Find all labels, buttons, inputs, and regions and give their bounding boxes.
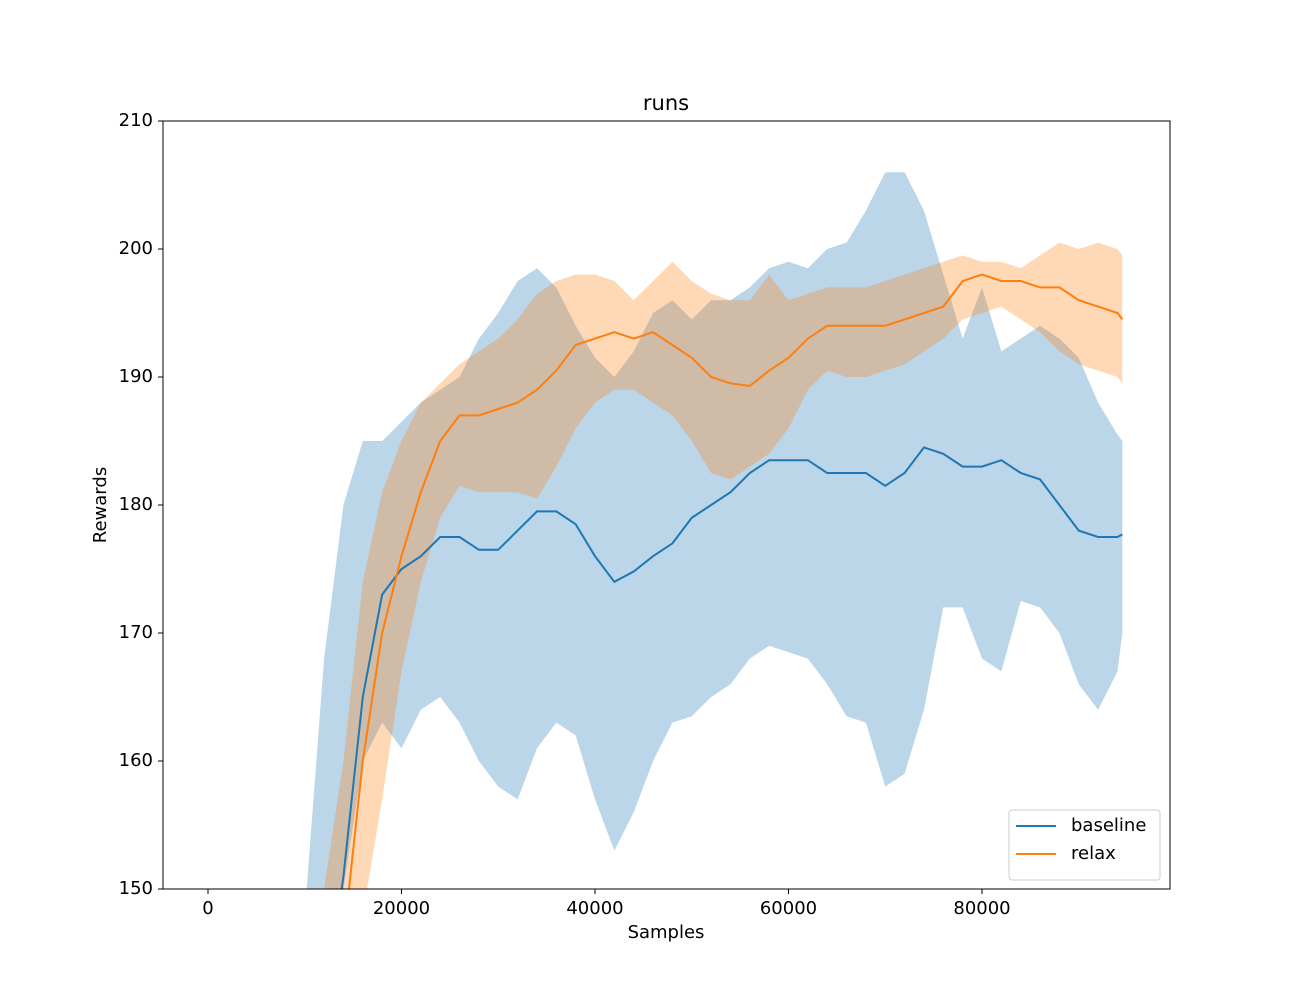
y-tick-label: 170: [119, 622, 153, 643]
confidence-band: [306, 172, 1123, 889]
bands: [306, 172, 1123, 889]
y-tick-label: 200: [119, 238, 153, 259]
y-tick-label: 180: [119, 494, 153, 515]
x-axis-label: Samples: [628, 922, 705, 943]
x-tick-label: 20000: [373, 898, 430, 919]
chart-title: runs: [643, 91, 689, 115]
x-tick-label: 40000: [566, 898, 623, 919]
series-line: [340, 446, 1123, 889]
legend-box: [1008, 809, 1161, 881]
series-line: [347, 273, 1124, 889]
x-tick-label: 0: [202, 898, 213, 919]
y-tick-label: 150: [119, 878, 153, 899]
y-tick-label: 160: [119, 750, 153, 771]
confidence-band: [324, 242, 1123, 889]
axes: 0 20000 40000 60000 80000 150 160 170 180 190 200 2…: [119, 110, 1011, 919]
y-tick-label: 190: [119, 366, 153, 387]
x-tick-label: 60000: [760, 898, 817, 919]
x-tick-label: 80000: [953, 898, 1010, 919]
legend-label: relax: [1071, 843, 1116, 864]
legend: baseline relax: [1008, 809, 1161, 881]
y-axis-label: Rewards: [90, 467, 111, 543]
y-tick-label: 210: [119, 110, 153, 131]
lines: [340, 273, 1124, 889]
legend-label: baseline: [1071, 815, 1146, 836]
